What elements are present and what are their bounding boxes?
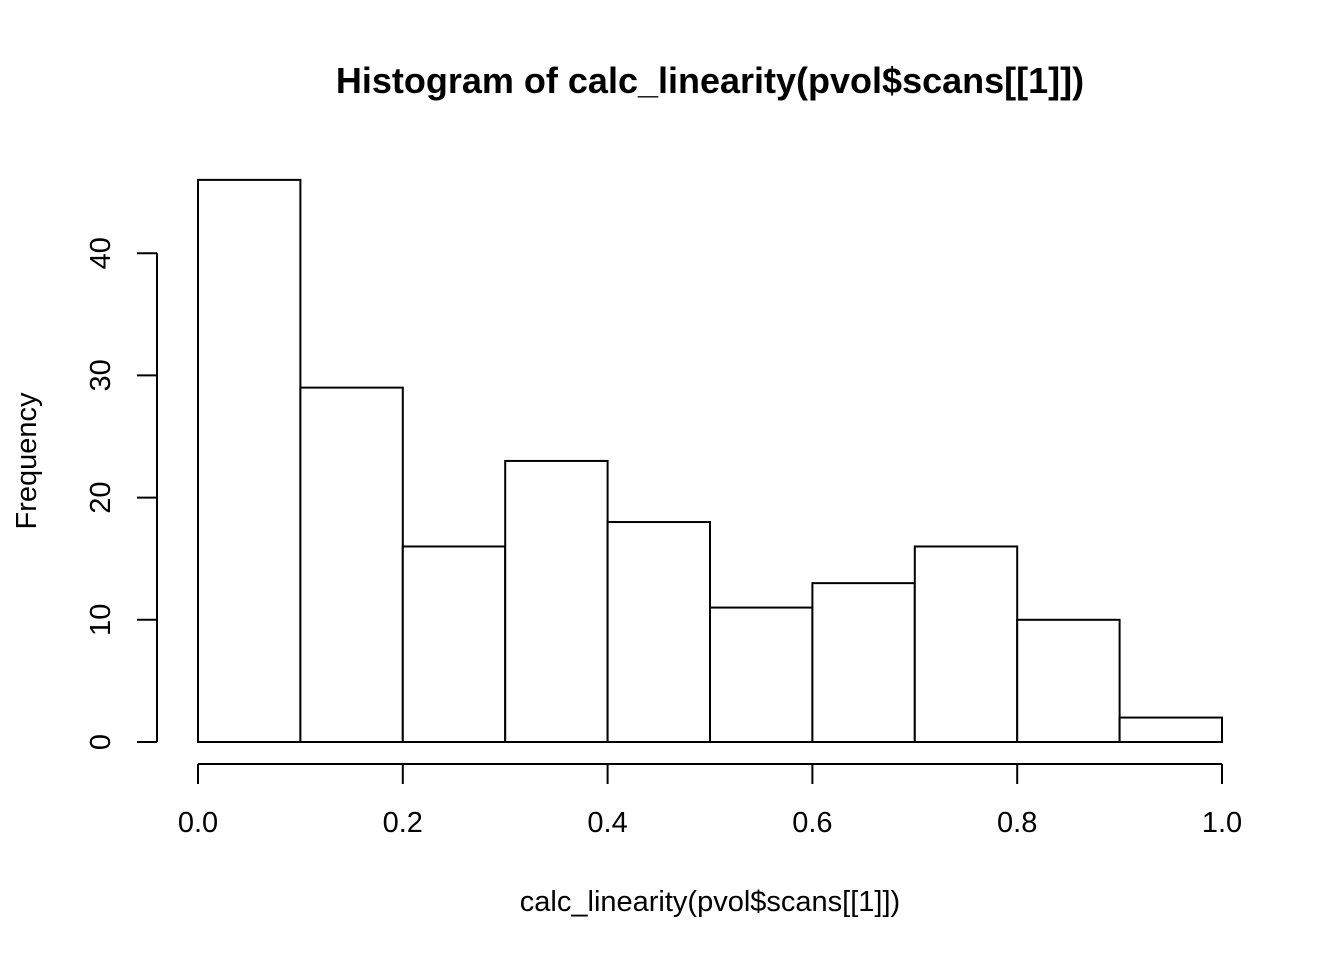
histogram-bar: [504, 459, 609, 743]
x-axis-label: calc_linearity(pvol$scans[[1]]): [520, 886, 900, 918]
histogram-bar: [401, 545, 507, 743]
y-tick-label: 20: [85, 481, 117, 513]
chart-title: Histogram of calc_linearity(pvol$scans[[…: [336, 60, 1084, 101]
histogram-bar: [606, 521, 711, 743]
histogram-bar: [1118, 716, 1223, 743]
y-tick-label: 10: [85, 604, 117, 636]
histogram-bar: [913, 545, 1019, 743]
histogram-bar: [811, 582, 916, 744]
y-tick-label: 0: [85, 734, 117, 750]
x-tick-label: 0.0: [178, 807, 218, 839]
x-axis: 0.0 0.2 0.4 0.6 0.8 1.0: [178, 763, 1242, 839]
histogram-bar: [197, 178, 302, 743]
histogram-bar: [1016, 618, 1121, 743]
y-tick-label: 30: [85, 359, 117, 391]
x-tick-label: 0.4: [587, 807, 627, 839]
histogram-bar: [299, 386, 404, 743]
y-axis-label: Frequency: [11, 392, 43, 530]
x-tick-label: 1.0: [1202, 807, 1242, 839]
y-tick-label: 40: [85, 237, 117, 269]
x-tick-label: 0.8: [997, 807, 1037, 839]
bars-group: [197, 178, 1223, 744]
x-tick-label: 0.6: [792, 807, 832, 839]
histogram-bar: [709, 606, 814, 744]
x-tick-label: 0.2: [383, 807, 423, 839]
y-axis: 0 10 20 30 40: [85, 237, 158, 750]
